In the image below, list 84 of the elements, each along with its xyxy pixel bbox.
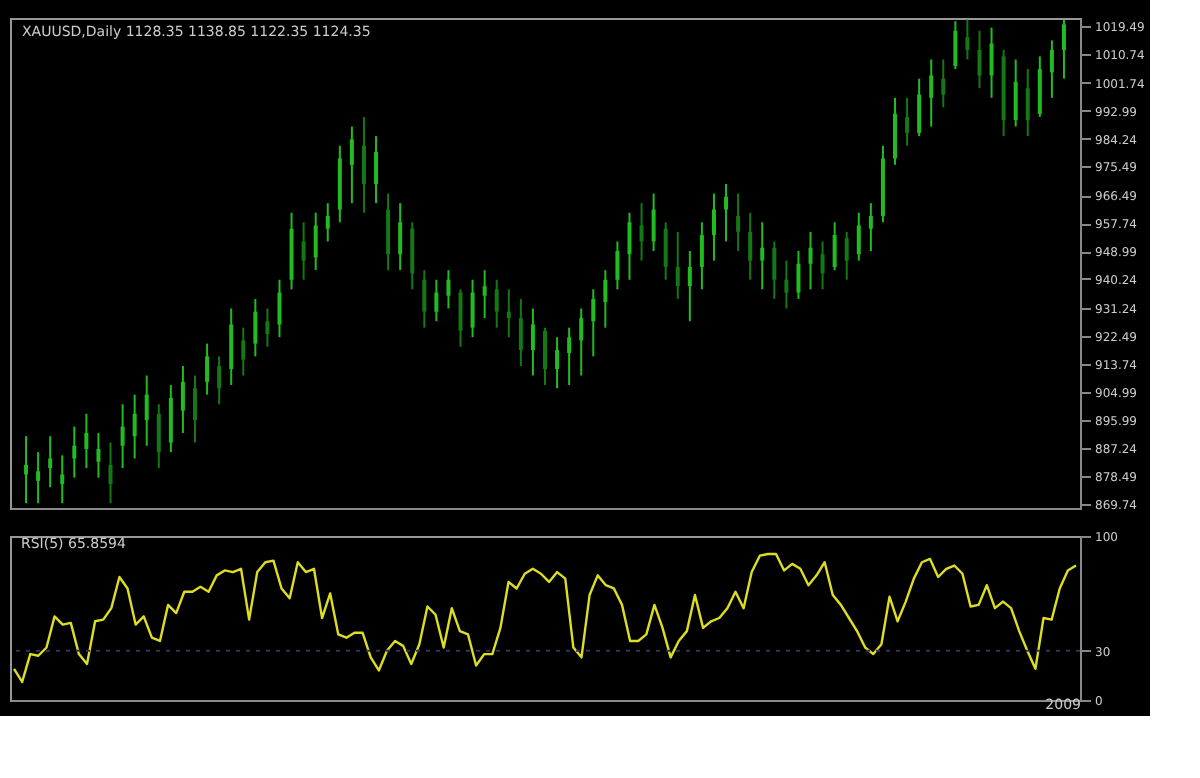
candlestick xyxy=(796,250,801,300)
candlestick xyxy=(941,58,946,109)
candlestick xyxy=(555,336,560,390)
candlestick xyxy=(1049,39,1054,99)
candlestick xyxy=(1061,18,1066,80)
candlestick xyxy=(518,297,523,367)
candlestick xyxy=(760,221,765,291)
candlestick xyxy=(699,221,704,291)
candlestick xyxy=(748,211,753,281)
candlestick xyxy=(905,96,910,147)
candlestick xyxy=(711,192,716,262)
candlestick xyxy=(663,221,668,281)
candlestick xyxy=(36,451,41,505)
candlestick xyxy=(856,211,861,262)
candlestick xyxy=(386,192,391,272)
candlestick xyxy=(724,182,729,243)
candlestick xyxy=(1025,68,1030,138)
candlestick xyxy=(120,403,125,470)
candlestick xyxy=(398,202,403,272)
candlestick xyxy=(989,26,994,99)
candlestick xyxy=(217,355,222,406)
candlestick xyxy=(241,326,246,377)
candlestick xyxy=(349,125,354,205)
candlestick xyxy=(543,326,547,387)
candlestick xyxy=(530,307,535,377)
candlestick xyxy=(1013,58,1018,128)
line-series xyxy=(12,552,1078,684)
candlestick xyxy=(832,221,837,272)
candlestick xyxy=(784,259,789,310)
candlestick xyxy=(229,307,234,387)
candlestick xyxy=(482,269,487,320)
candlestick xyxy=(579,307,584,377)
candlestick xyxy=(820,240,825,291)
candlestick xyxy=(506,288,511,339)
candlestick xyxy=(567,326,572,387)
candlestick xyxy=(953,20,958,71)
candlestick xyxy=(591,288,596,358)
candlestick xyxy=(108,441,113,505)
candlestick xyxy=(470,278,475,339)
candlestick xyxy=(168,384,173,454)
candlestick xyxy=(374,135,379,205)
candlestick xyxy=(458,288,463,348)
candlestick xyxy=(736,192,741,253)
candlestick xyxy=(265,307,270,348)
candlestick xyxy=(422,269,427,329)
candlestick xyxy=(808,230,813,291)
candlestick xyxy=(868,202,873,253)
candlestick xyxy=(301,221,306,281)
candlestick xyxy=(965,18,970,61)
candlestick xyxy=(627,211,632,281)
candlestick xyxy=(205,342,210,396)
candlestick xyxy=(132,393,137,460)
candlestick xyxy=(72,425,77,479)
candlestick xyxy=(977,29,982,90)
candlestick xyxy=(144,374,149,447)
candlestick xyxy=(180,364,185,434)
candlestick xyxy=(494,278,499,329)
candlestick xyxy=(313,211,318,272)
candlestick xyxy=(844,230,849,281)
candlestick xyxy=(48,435,53,489)
candlestick xyxy=(193,374,197,444)
candlestick xyxy=(446,269,451,310)
candlestick xyxy=(96,431,101,479)
candlestick xyxy=(615,240,620,291)
candlestick xyxy=(929,58,934,128)
candlestick xyxy=(651,192,656,253)
candlestick xyxy=(772,240,777,300)
candlestick xyxy=(893,96,897,166)
candlestick xyxy=(325,202,330,243)
candlestick xyxy=(84,412,89,470)
candlestick xyxy=(675,230,680,300)
candlestick xyxy=(24,435,29,505)
candlestick xyxy=(687,250,692,323)
candlestick xyxy=(1037,55,1042,118)
candlestick xyxy=(156,403,161,470)
candlestick xyxy=(277,278,282,339)
candlestick xyxy=(434,278,439,323)
candlestick xyxy=(603,269,608,329)
candlestick xyxy=(361,115,366,214)
candlestick xyxy=(639,202,644,262)
candlestick xyxy=(253,297,258,358)
candlestick xyxy=(60,454,65,505)
candlestick xyxy=(917,77,922,138)
candlestick xyxy=(410,221,415,291)
